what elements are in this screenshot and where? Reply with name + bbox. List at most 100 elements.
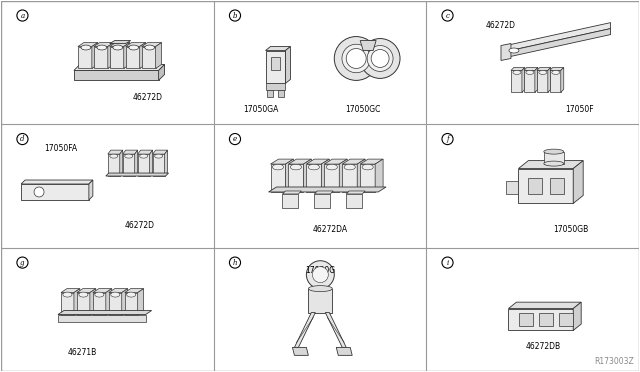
- Text: 46272D: 46272D: [124, 221, 154, 230]
- Polygon shape: [548, 67, 551, 92]
- Polygon shape: [278, 90, 284, 97]
- Polygon shape: [294, 312, 316, 347]
- Ellipse shape: [362, 164, 373, 170]
- Polygon shape: [266, 51, 285, 83]
- Polygon shape: [508, 302, 581, 308]
- Polygon shape: [321, 159, 330, 192]
- Polygon shape: [123, 150, 138, 154]
- Polygon shape: [271, 164, 285, 192]
- Polygon shape: [159, 64, 164, 80]
- Polygon shape: [266, 90, 273, 97]
- Polygon shape: [339, 159, 348, 192]
- Polygon shape: [94, 42, 114, 46]
- Ellipse shape: [63, 292, 72, 297]
- Text: 46272DB: 46272DB: [525, 342, 561, 351]
- Ellipse shape: [113, 45, 123, 50]
- Polygon shape: [342, 164, 357, 192]
- Polygon shape: [537, 67, 551, 70]
- Ellipse shape: [129, 45, 139, 50]
- Polygon shape: [89, 180, 93, 200]
- Polygon shape: [61, 289, 80, 293]
- Polygon shape: [271, 159, 293, 164]
- Polygon shape: [314, 191, 333, 194]
- Ellipse shape: [539, 70, 547, 74]
- Polygon shape: [93, 293, 106, 314]
- Circle shape: [360, 39, 400, 78]
- Circle shape: [342, 44, 371, 73]
- Polygon shape: [285, 159, 293, 192]
- Polygon shape: [93, 289, 112, 293]
- Polygon shape: [308, 289, 332, 312]
- Polygon shape: [511, 70, 522, 92]
- Polygon shape: [307, 164, 321, 192]
- Polygon shape: [21, 180, 93, 184]
- Bar: [519, 312, 533, 327]
- Polygon shape: [134, 150, 138, 176]
- Bar: [559, 312, 573, 327]
- Polygon shape: [152, 154, 164, 176]
- Polygon shape: [109, 293, 122, 314]
- Bar: [528, 178, 542, 194]
- Polygon shape: [120, 150, 123, 176]
- Text: f: f: [446, 135, 449, 143]
- Polygon shape: [164, 150, 168, 176]
- Text: i: i: [446, 259, 449, 267]
- Polygon shape: [501, 44, 511, 61]
- Polygon shape: [346, 194, 362, 208]
- Text: h: h: [233, 259, 237, 267]
- Polygon shape: [123, 154, 134, 176]
- Polygon shape: [325, 312, 346, 347]
- Text: 46271B: 46271B: [67, 348, 97, 357]
- Text: 46272D: 46272D: [133, 93, 163, 102]
- Polygon shape: [506, 23, 611, 51]
- Polygon shape: [78, 46, 92, 68]
- Ellipse shape: [111, 292, 120, 297]
- Bar: [550, 178, 564, 194]
- Circle shape: [367, 45, 393, 71]
- Polygon shape: [522, 67, 525, 92]
- Polygon shape: [156, 42, 161, 68]
- Text: 17050G: 17050G: [305, 266, 335, 275]
- Ellipse shape: [552, 70, 560, 74]
- Polygon shape: [524, 70, 535, 92]
- Polygon shape: [508, 308, 573, 330]
- Polygon shape: [511, 67, 525, 70]
- Polygon shape: [524, 67, 538, 70]
- Polygon shape: [518, 161, 583, 169]
- Polygon shape: [518, 169, 573, 203]
- Ellipse shape: [125, 154, 132, 158]
- Ellipse shape: [308, 286, 332, 292]
- Polygon shape: [537, 70, 548, 92]
- Polygon shape: [324, 164, 339, 192]
- Polygon shape: [360, 164, 375, 192]
- Ellipse shape: [326, 164, 337, 170]
- Ellipse shape: [97, 45, 107, 50]
- Text: g: g: [20, 259, 25, 267]
- Polygon shape: [109, 289, 128, 293]
- Polygon shape: [289, 159, 312, 164]
- Polygon shape: [573, 302, 581, 330]
- Polygon shape: [360, 41, 376, 51]
- Polygon shape: [346, 191, 365, 194]
- Circle shape: [371, 49, 389, 67]
- Polygon shape: [78, 42, 98, 46]
- Polygon shape: [150, 150, 152, 176]
- Ellipse shape: [127, 292, 136, 297]
- Circle shape: [307, 261, 334, 289]
- Polygon shape: [110, 42, 130, 46]
- Polygon shape: [77, 293, 90, 314]
- Polygon shape: [138, 154, 150, 176]
- Polygon shape: [108, 150, 123, 154]
- Polygon shape: [285, 46, 291, 83]
- Polygon shape: [110, 41, 131, 44]
- Polygon shape: [94, 46, 108, 68]
- Polygon shape: [21, 184, 89, 200]
- Polygon shape: [506, 29, 611, 58]
- Polygon shape: [336, 347, 352, 355]
- Circle shape: [34, 187, 44, 197]
- Polygon shape: [92, 42, 98, 68]
- Bar: [539, 312, 553, 327]
- Polygon shape: [141, 46, 156, 68]
- Polygon shape: [506, 181, 518, 194]
- Polygon shape: [125, 289, 143, 293]
